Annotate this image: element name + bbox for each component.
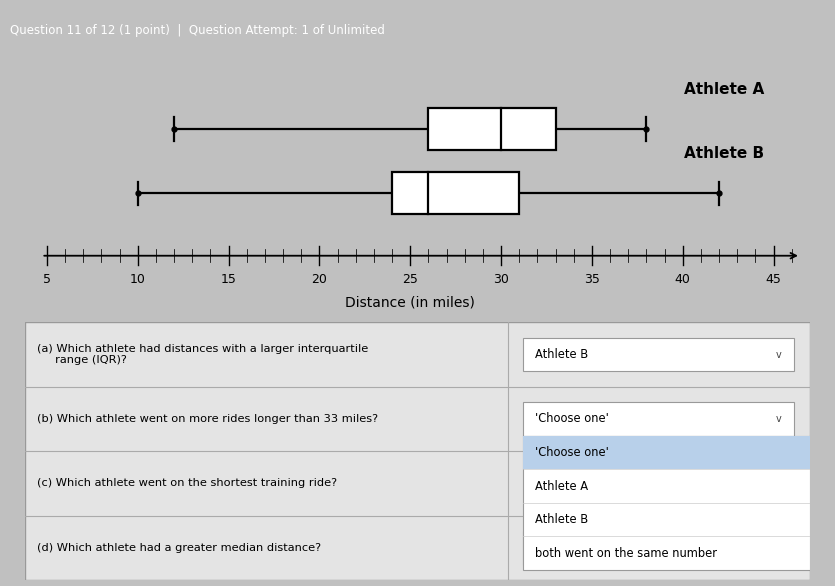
Text: both went on the same number: both went on the same number [535,547,717,560]
Text: v: v [776,543,782,553]
Bar [524,402,794,436]
Bar [524,338,794,372]
Text: 10: 10 [129,272,145,286]
Text: (c) Which athlete went on the shortest training ride?: (c) Which athlete went on the shortest t… [37,478,337,489]
Text: 35: 35 [584,272,600,286]
Text: 45: 45 [766,272,782,286]
Text: 40: 40 [675,272,691,286]
Bar [524,436,810,469]
Text: Athlete A: Athlete A [535,479,589,492]
Text: 15: 15 [220,272,236,286]
Text: v: v [776,414,782,424]
Text: 'Choose one': 'Choose one' [535,541,609,554]
Text: Question 11 of 12 (1 point)  |  Question Attempt: 1 of Unlimited: Question 11 of 12 (1 point) | Question A… [10,24,385,38]
Text: (d) Which athlete had a greater median distance?: (d) Which athlete had a greater median d… [37,543,321,553]
Text: (a) Which athlete had distances with a larger interquartile
     range (IQR)?: (a) Which athlete had distances with a l… [37,344,368,365]
Text: 'Choose one': 'Choose one' [535,413,609,425]
Text: 20: 20 [311,272,327,286]
Bar [524,436,810,570]
Text: 30: 30 [493,272,509,286]
Text: 25: 25 [402,272,418,286]
Text: Distance (in miles): Distance (in miles) [346,295,475,309]
Bar [524,531,794,565]
Text: Athlete B: Athlete B [535,513,589,526]
Text: Athlete B: Athlete B [535,348,589,361]
Text: Athlete B: Athlete B [685,146,765,161]
Text: 'Choose one': 'Choose one' [535,446,609,459]
Text: (b) Which athlete went on more rides longer than 33 miles?: (b) Which athlete went on more rides lon… [37,414,378,424]
Text: 5: 5 [43,272,51,286]
Text: v: v [776,349,782,360]
Bar [392,172,519,214]
Text: Athlete A: Athlete A [684,82,765,97]
Bar [428,108,555,150]
